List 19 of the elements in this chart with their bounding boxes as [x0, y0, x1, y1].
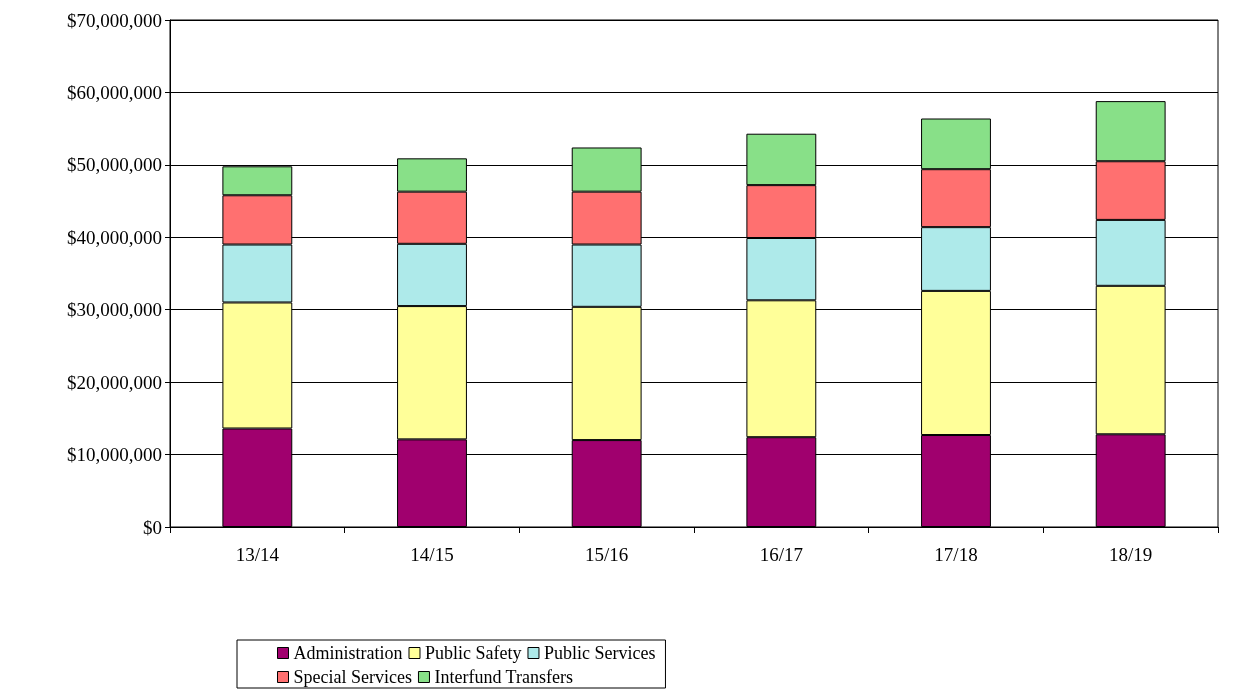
y-tick-label: $30,000,000 — [67, 299, 162, 321]
y-tick-label: $50,000,000 — [67, 154, 162, 176]
legend-label: Administration — [293, 643, 403, 663]
x-tick-label: 16/17 — [759, 544, 803, 565]
y-tick-label: $0 — [143, 516, 162, 538]
legend-label: Public Services — [543, 643, 656, 663]
x-tick-label: 18/19 — [1109, 544, 1153, 565]
y-tick-label: $60,000,000 — [67, 81, 162, 103]
x-tick-label: 15/16 — [585, 544, 629, 565]
legend-label: Special Services — [293, 667, 412, 687]
x-tick-label: 13/14 — [235, 544, 280, 565]
y-tick-label: $20,000,000 — [67, 371, 162, 393]
y-tick-label: $40,000,000 — [67, 226, 162, 248]
x-tick-label: 17/18 — [934, 544, 978, 565]
legend-label: Interfund Transfers — [434, 667, 573, 687]
y-tick-label: $70,000,000 — [67, 9, 162, 31]
x-tick-label: 14/15 — [410, 544, 454, 565]
y-tick-label: $10,000,000 — [67, 444, 162, 466]
legend-label: Public Safety — [424, 643, 522, 663]
